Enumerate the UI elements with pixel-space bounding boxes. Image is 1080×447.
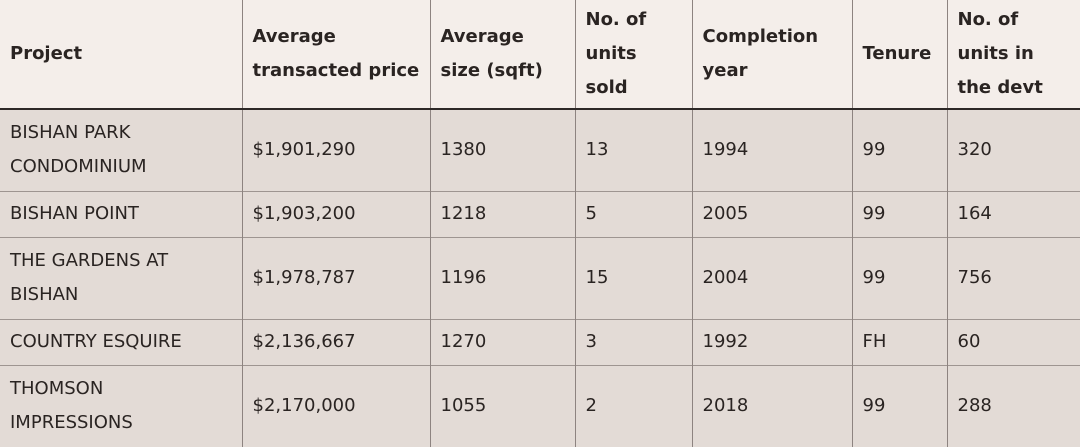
cell-average-price: $2,136,667	[241, 318, 430, 365]
cell-project: THE GARDENS AT BISHAN	[0, 236, 242, 319]
cell-tenure: 99	[851, 109, 947, 191]
cell-completion-year: 1994	[691, 109, 852, 191]
header-row: Project Average transacted price Average…	[0, 0, 1080, 110]
header-completion-year: Completion year	[691, 0, 852, 110]
cell-average-size: 1055	[429, 364, 575, 447]
cell-average-price: $1,903,200	[241, 190, 430, 237]
cell-average-size: 1218	[429, 190, 575, 237]
table-body: BISHAN PARK CONDOMINIUM $1,901,290 1380 …	[0, 109, 1080, 447]
cell-units-in-devt: 60	[946, 318, 1080, 365]
table-row: BISHAN POINT $1,903,200 1218 5 2005 99 1…	[0, 190, 1080, 237]
cell-units-in-devt: 320	[946, 109, 1080, 191]
cell-units-in-devt: 164	[946, 190, 1080, 237]
cell-units-sold: 2	[574, 364, 692, 447]
cell-completion-year: 1992	[691, 318, 852, 365]
cell-project: BISHAN PARK CONDOMINIUM	[10, 122, 147, 178]
cell-average-price: $2,170,000	[241, 364, 430, 447]
cell-project: THOMSON IMPRESSIONS	[0, 364, 242, 447]
header-units-in-devt: No. of units in the devt	[946, 0, 1080, 110]
table-header: Project Average transacted price Average…	[0, 0, 1080, 110]
cell-average-size: 1270	[429, 318, 575, 365]
cell-average-price: $1,978,787	[241, 236, 430, 319]
cell-average-size: 1380	[429, 109, 575, 191]
table-row: COUNTRY ESQUIRE $2,136,667 1270 3 1992 F…	[0, 318, 1080, 365]
cell-tenure: 99	[851, 190, 947, 237]
cell-average-price: $1,901,290	[241, 109, 430, 191]
header-tenure: Tenure	[851, 0, 947, 110]
cell-average-size: 1196	[429, 236, 575, 319]
cell-units-in-devt: 756	[946, 236, 1080, 319]
header-project: Project	[0, 0, 242, 110]
cell-units-sold: 3	[574, 318, 692, 365]
header-average-transacted-price: Average transacted price	[241, 0, 430, 110]
cell-units-sold: 15	[574, 236, 692, 319]
cell-tenure: FH	[851, 318, 947, 365]
header-average-size: Average size (sqft)	[429, 0, 575, 110]
table-row: THOMSON IMPRESSIONS $2,170,000 1055 2 20…	[0, 364, 1080, 447]
cell-units-sold: 5	[574, 190, 692, 237]
cell-project: BISHAN POINT	[0, 190, 242, 237]
table-row: BISHAN PARK CONDOMINIUM $1,901,290 1380 …	[0, 109, 1080, 191]
header-units-sold: No. of units sold	[574, 0, 692, 110]
cell-completion-year: 2005	[691, 190, 852, 237]
cell-project: COUNTRY ESQUIRE	[0, 318, 242, 365]
cell-units-in-devt: 288	[946, 364, 1080, 447]
cell-units-sold: 13	[574, 109, 692, 191]
cell-completion-year: 2004	[691, 236, 852, 319]
cell-tenure: 99	[851, 236, 947, 319]
cell-tenure: 99	[851, 364, 947, 447]
table-row: THE GARDENS AT BISHAN $1,978,787 1196 15…	[0, 236, 1080, 319]
cell-completion-year: 2018	[691, 364, 852, 447]
